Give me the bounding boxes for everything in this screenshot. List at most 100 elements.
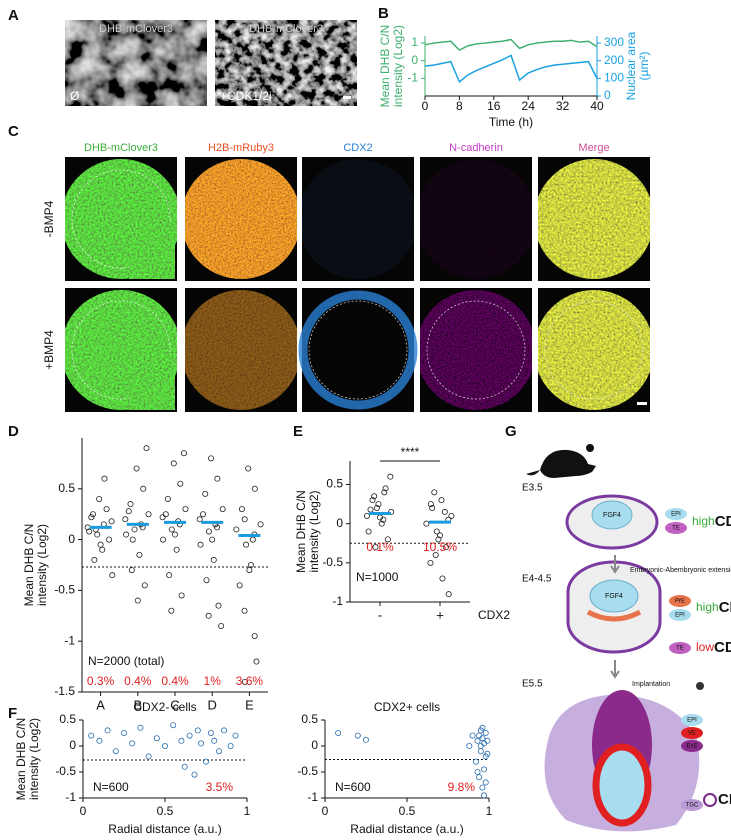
data-point <box>249 536 256 543</box>
data-point <box>207 730 214 737</box>
data-point <box>210 556 217 563</box>
cdk-text: CDK <box>714 639 731 656</box>
y-tick-label: -0.5 <box>297 764 318 778</box>
y-tick-label: 0 <box>69 738 76 752</box>
data-point <box>129 536 136 543</box>
cdk-level: high <box>696 600 719 614</box>
data-point <box>378 520 385 527</box>
scale-bar <box>343 96 351 99</box>
column-header: N-cadherin <box>449 142 503 154</box>
x-tick-label: 0 <box>80 804 87 818</box>
y-tick-label: 0.5 <box>59 712 76 726</box>
panel-label: E <box>293 423 303 440</box>
micrograph <box>65 20 207 106</box>
y-axis-label: Mean DHB C/N <box>22 524 36 607</box>
data-point <box>209 536 216 543</box>
cell-icon <box>669 609 691 621</box>
chart-title: CDX2+ cells <box>374 700 440 714</box>
y-tick-label: -1 <box>332 594 343 608</box>
data-point <box>369 497 376 504</box>
x-tick-label: + <box>436 607 444 622</box>
y2-tick-label: 100 <box>604 71 624 85</box>
micrograph-texture <box>185 159 297 279</box>
data-point <box>88 514 95 521</box>
column-header: DHB-mClover3 <box>84 142 158 154</box>
x-tick-label: 8 <box>456 99 463 113</box>
data-point <box>365 528 372 535</box>
data-point <box>137 724 144 731</box>
x-tick-label: - <box>378 607 382 622</box>
outline-circle <box>71 300 171 400</box>
percent-label: 0.4% <box>161 674 189 688</box>
data-point <box>159 514 166 521</box>
arrow-dot <box>696 682 704 690</box>
data-point <box>216 748 223 755</box>
y-tick-label: -0.5 <box>55 764 76 778</box>
image-corner-label: Ø <box>70 89 79 103</box>
data-point <box>131 526 138 533</box>
percent-label: 3.5% <box>206 780 234 794</box>
data-point <box>106 536 113 543</box>
data-point <box>88 732 95 739</box>
data-point <box>127 501 134 508</box>
micrograph-texture <box>538 159 650 279</box>
data-point <box>208 455 215 462</box>
data-point <box>236 582 243 589</box>
percent-label: 1% <box>204 674 222 688</box>
data-point <box>168 607 175 614</box>
data-point <box>388 508 395 515</box>
y-axis-label: Mean DHB C/N <box>14 718 28 801</box>
outline-circle <box>71 169 171 269</box>
data-point <box>170 460 177 467</box>
transition-label: Embryonic-Abembryonic extension <box>630 567 731 574</box>
data-point <box>96 737 103 744</box>
cycle-icon <box>703 793 717 807</box>
n-label: N=1000 <box>356 570 399 584</box>
data-point <box>160 536 167 543</box>
data-point <box>439 575 446 582</box>
x-tick-label: 32 <box>556 99 570 113</box>
micrograph-texture <box>302 159 414 279</box>
y-tick-label: 0 <box>411 53 418 67</box>
x-tick-label: E <box>245 697 254 712</box>
n-label: N=600 <box>335 780 371 794</box>
cell-label: TE <box>676 646 684 652</box>
data-point <box>136 551 143 558</box>
mouse-ear <box>586 444 594 452</box>
data-point <box>104 727 111 734</box>
data-point <box>211 737 218 744</box>
data-point <box>177 480 184 487</box>
y-axis-label: intensity (Log2) <box>391 25 405 107</box>
cell-label: ExE <box>686 744 697 750</box>
percent-label: 3.6% <box>236 674 264 688</box>
data-point <box>89 511 96 518</box>
cdk-label: lowCDK <box>696 639 731 656</box>
stage-arrows <box>610 555 620 679</box>
data-point <box>202 758 209 765</box>
data-point <box>482 779 489 786</box>
data-point <box>241 607 248 614</box>
data-point <box>203 577 210 584</box>
data-point <box>178 737 185 744</box>
inset <box>128 220 176 280</box>
y-axis-label: intensity (Log2) <box>35 524 49 606</box>
image-title: DHB-mClover3 <box>99 23 173 35</box>
data-point <box>191 771 198 778</box>
ring-signal <box>298 290 418 410</box>
data-point <box>133 465 140 472</box>
data-point <box>479 724 486 731</box>
data-point <box>161 743 168 750</box>
data-point <box>162 511 169 518</box>
y2-tick-label: 200 <box>604 53 624 67</box>
y-tick-label: 0 <box>68 532 75 546</box>
row-label: +BMP4 <box>42 330 56 370</box>
data-point <box>180 450 187 457</box>
image-title: DHB-mClover3 <box>249 23 323 35</box>
data-point <box>433 528 440 535</box>
data-point <box>196 516 203 523</box>
micrograph-texture <box>185 290 297 410</box>
y-axis-label: Mean DHB C/N <box>378 25 392 108</box>
data-point <box>382 485 389 492</box>
data-point <box>128 567 135 574</box>
diagram-art <box>526 444 704 832</box>
